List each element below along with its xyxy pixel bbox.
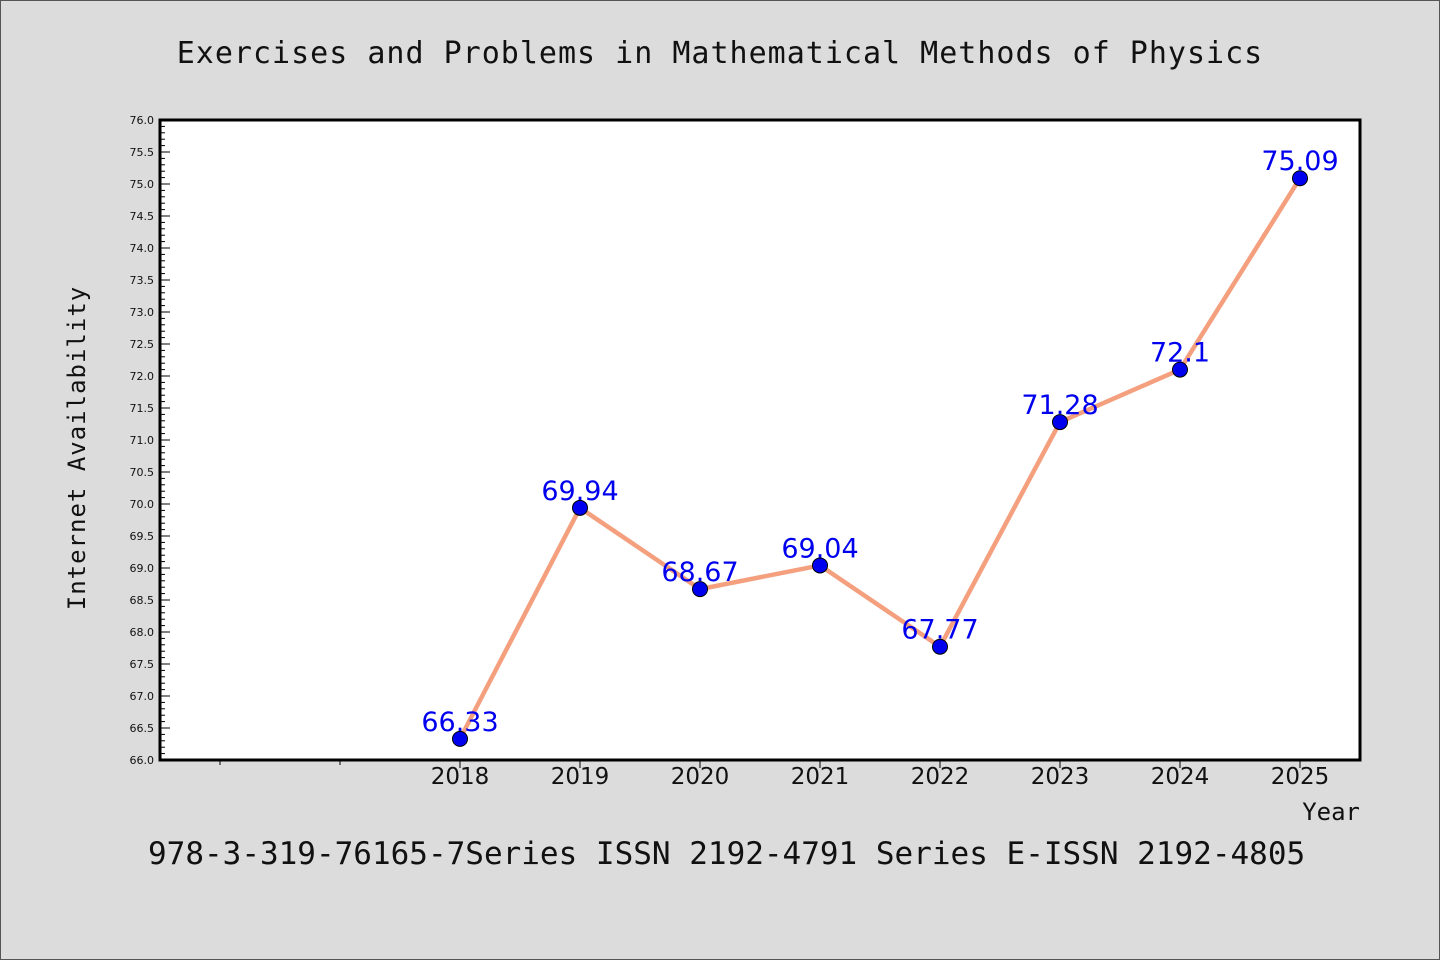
series-polyline xyxy=(457,175,1303,742)
x-axis: 2018 2019 2020 2021 2022 2023 2024 2025 xyxy=(219,760,1330,790)
plot-area xyxy=(158,118,1362,762)
data-point xyxy=(1052,414,1068,431)
data-label: 69.94 xyxy=(541,476,618,507)
x-tick-label: 2018 xyxy=(431,764,490,790)
x-tick-label: 2021 xyxy=(791,764,850,790)
x-tick-label: 2025 xyxy=(1271,764,1330,790)
x-tick-label: 2023 xyxy=(1031,764,1090,790)
y-tick-label: 73.0 xyxy=(130,306,155,319)
data-label: 69.04 xyxy=(781,533,858,564)
footer-identifier: 978-3-319-76165-7Series ISSN 2192-4791 S… xyxy=(148,836,1305,872)
x-tick-label: 2022 xyxy=(911,764,970,790)
y-tick-label: 68.0 xyxy=(130,626,155,639)
data-label: 66.33 xyxy=(421,707,498,738)
data-label: 75.09 xyxy=(1261,146,1338,177)
y-tick-label: 66.5 xyxy=(130,722,155,735)
x-axis-label: Year xyxy=(1302,798,1360,826)
series-markers xyxy=(452,170,1308,747)
data-point xyxy=(932,638,948,655)
data-label: 67.77 xyxy=(901,615,978,646)
y-axis: 66.0 66.5 67.0 67.5 68.0 68.5 69.0 69.5 70.0 70.5… xyxy=(130,114,170,767)
data-point xyxy=(1172,361,1188,378)
y-tick-label: 67.5 xyxy=(130,658,155,671)
data-point xyxy=(1292,170,1308,187)
data-point xyxy=(452,730,468,747)
series-line xyxy=(457,175,1303,742)
y-tick-label: 73.5 xyxy=(130,274,155,287)
x-tick-label: 2024 xyxy=(1151,764,1210,790)
y-tick-label: 70.5 xyxy=(130,466,155,479)
x-tick-label: 2019 xyxy=(551,764,610,790)
y-tick-label: 71.5 xyxy=(130,402,155,415)
data-label: 71.28 xyxy=(1021,390,1098,421)
y-tick-label: 67.0 xyxy=(130,690,155,703)
y-tick-label: 70.0 xyxy=(130,498,155,511)
y-tick-label: 72.5 xyxy=(130,338,155,351)
data-point xyxy=(812,557,828,574)
data-labels: 66.33 69.94 68.67 69.04 67.77 71.28 72.1 75.09 xyxy=(421,146,1338,738)
y-tick-label: 69.5 xyxy=(130,530,155,543)
y-tick-label: 72.0 xyxy=(130,370,155,383)
data-point xyxy=(692,581,708,598)
x-tick-label: 2020 xyxy=(671,764,730,790)
data-label: 68.67 xyxy=(661,557,738,588)
y-tick-label: 75.5 xyxy=(130,146,155,159)
y-tick-label: 76.0 xyxy=(130,114,155,127)
y-tick-label: 71.0 xyxy=(130,434,155,447)
data-point xyxy=(572,499,588,516)
y-tick-label: 74.0 xyxy=(130,242,155,255)
y-axis-label: Internet Availability xyxy=(63,286,91,610)
data-label: 72.1 xyxy=(1150,338,1210,369)
y-tick-label: 75.0 xyxy=(130,178,155,191)
y-tick-label: 69.0 xyxy=(130,562,155,575)
y-tick-label: 74.5 xyxy=(130,210,155,223)
y-tick-label: 66.0 xyxy=(130,754,155,767)
chart-title: Exercises and Problems in Mathematical M… xyxy=(177,36,1264,71)
y-tick-label: 68.5 xyxy=(130,594,155,607)
